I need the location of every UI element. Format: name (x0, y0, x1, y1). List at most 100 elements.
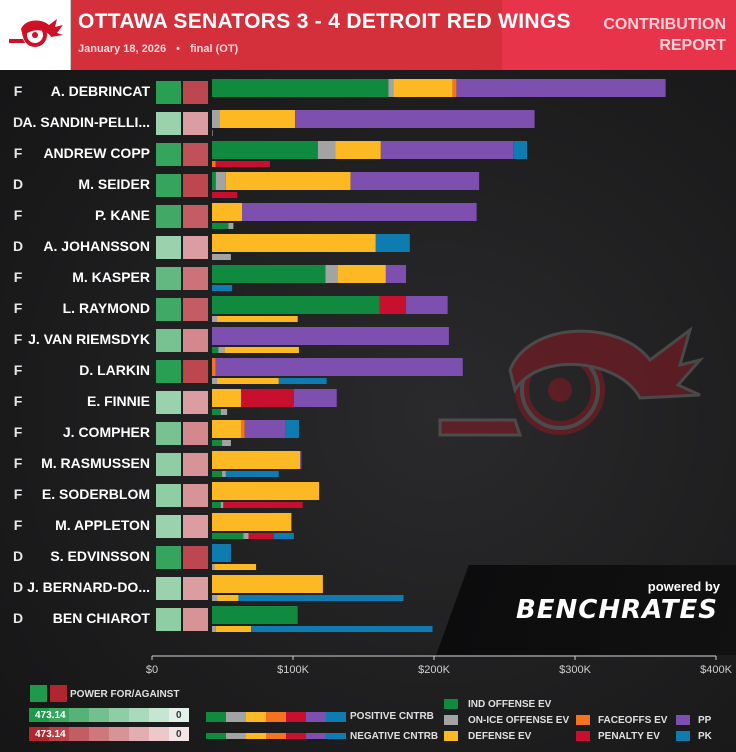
positive-pp-bar (300, 451, 302, 469)
power-scale-step (129, 708, 149, 722)
player-position: F (14, 83, 23, 99)
power-scale-step (69, 708, 89, 722)
penalty-strip-segment (286, 733, 306, 739)
separator: • (176, 43, 180, 55)
player-name: M. SEIDER (78, 176, 150, 192)
power-for-box (156, 205, 181, 228)
player-position: D (13, 548, 23, 564)
benchrates-logo: BENCHRATES (515, 595, 718, 625)
positive-ind-offense-bar (212, 172, 216, 190)
x-tick-label: $100K (277, 664, 309, 676)
penalty-strip-segment (286, 712, 306, 722)
negative-on-ice-offense-bar (220, 409, 228, 415)
player-name: BEN CHIAROT (53, 610, 151, 626)
ind-offense-strip-segment (206, 712, 226, 722)
power-scale-step (109, 727, 129, 741)
positive-pp-bar (244, 420, 286, 438)
power-for-box (156, 174, 181, 197)
positive-defense-bar (338, 265, 386, 283)
positive-defense-bar (225, 172, 351, 190)
on-ice-offense-strip-segment (226, 712, 246, 722)
powered-by-panel: powered by BENCHRATES (420, 565, 736, 655)
positive-pp-bar (293, 389, 337, 407)
player-position: F (14, 424, 23, 440)
player-row: F E. FINNIE (14, 389, 337, 415)
positive-defense-bar (212, 420, 241, 438)
pp-swatch (676, 715, 690, 725)
powered-by-text: powered by (647, 579, 720, 594)
defense-strip-segment (246, 712, 266, 722)
positive-penalty-bar (240, 389, 294, 407)
player-name: M. KASPER (72, 269, 150, 285)
positive-pp-bar (385, 265, 407, 283)
player-name: M. APPLETON (55, 517, 150, 533)
negative-on-ice-offense-bar (243, 533, 249, 539)
positive-pk-bar (375, 234, 410, 252)
negative-ind-offense-bar (212, 471, 223, 477)
power-for-box (156, 329, 181, 352)
player-row: D S. EDVINSSON (13, 544, 257, 570)
negative-ind-offense-bar (212, 223, 229, 229)
power-against-box (183, 577, 208, 600)
negative-faceoffs-bar (212, 161, 216, 167)
defense-swatch (444, 731, 458, 741)
report-title: CONTRIBUTION REPORT (603, 14, 726, 56)
positive-pp-bar (242, 203, 477, 221)
player-position: F (14, 486, 23, 502)
negative-ind-offense-bar (212, 347, 219, 353)
positive-pp-bar (212, 327, 449, 345)
power-against-box (183, 329, 208, 352)
positive-pp-bar (295, 110, 535, 128)
positive-defense-bar (335, 141, 381, 159)
player-row: F A. DEBRINCAT (14, 79, 666, 104)
player-position: F (14, 455, 23, 471)
power-for-box (156, 81, 181, 104)
red-wings-logo-icon (9, 19, 63, 47)
power-against-box (183, 267, 208, 290)
negative-on-ice-offense-bar (212, 595, 218, 601)
power-against-box (183, 546, 208, 569)
player-position: F (14, 269, 23, 285)
ind-offense-strip-segment (206, 733, 226, 739)
power-scale-step (169, 708, 189, 722)
power-against-box (183, 81, 208, 104)
player-name: M. RASMUSSEN (41, 455, 150, 471)
ind-offense-legend: IND OFFENSE EV (468, 699, 552, 710)
positive-defense-bar (212, 575, 323, 593)
negative-legend-strip (206, 733, 346, 739)
power-against-value: 473.14 (35, 729, 66, 740)
player-name: J. VAN RIEMSDYK (28, 331, 150, 347)
positive-defense-bar (212, 389, 241, 407)
team-logo (0, 0, 71, 70)
power-for-box (156, 453, 181, 476)
player-position: F (14, 517, 23, 533)
x-tick-label: $0 (146, 664, 158, 676)
positive-defense-bar (212, 513, 292, 531)
player-row: F D. LARKIN (14, 358, 463, 384)
negative-pk-bar (212, 285, 233, 291)
player-row: F P. KANE (14, 203, 477, 229)
x-tick-label: $300K (559, 664, 591, 676)
power-for-box (156, 515, 181, 538)
negative-on-ice-offense-bar (222, 471, 226, 477)
positive-on-ice-offense-bar (215, 172, 226, 190)
negative-on-ice-offense-bar (212, 626, 216, 632)
faceoffs-strip-segment (266, 712, 286, 722)
player-row: F M. APPLETON (14, 513, 294, 539)
player-row: F M. KASPER (14, 265, 407, 291)
pp-legend: PP (698, 715, 712, 726)
negative-pk-bar (273, 533, 294, 539)
negative-pk-bar (278, 378, 327, 384)
player-name: A. SANDIN-PELLI... (22, 114, 150, 130)
power-scale-step (109, 708, 129, 722)
negative-penalty-bar (212, 192, 238, 198)
negative-on-ice-offense-bar (212, 564, 215, 570)
positive-defense-bar (393, 79, 453, 97)
power-for-box (156, 422, 181, 445)
negative-on-ice-offense-bar (228, 223, 234, 229)
negative-on-ice-offense-bar (218, 347, 225, 353)
positive-pk-bar (513, 141, 527, 159)
power-against-box (183, 205, 208, 228)
penalty-swatch (576, 731, 590, 741)
power-for-box (156, 546, 181, 569)
